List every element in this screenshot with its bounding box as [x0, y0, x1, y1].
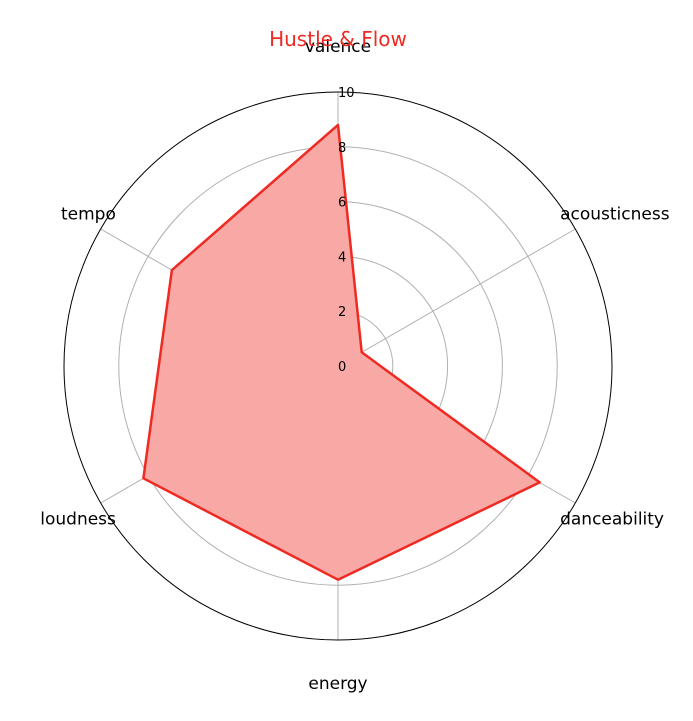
axis-label-energy: energy	[308, 674, 367, 694]
axis-label-danceability: danceability	[560, 510, 664, 530]
r-tick-label: 8	[338, 141, 346, 156]
r-tick-label: 10	[338, 86, 355, 101]
axis-label-acousticness: acousticness	[560, 205, 670, 225]
r-tick-label: 6	[338, 196, 346, 211]
outer-frame	[63, 91, 613, 641]
r-tick-label: 2	[338, 305, 346, 320]
chart-title: Hustle & Flow	[269, 27, 407, 51]
axis-label-loudness: loudness	[40, 510, 116, 530]
spoke-line	[337, 228, 576, 367]
r-tick-label: 0	[338, 360, 346, 375]
series-line	[142, 123, 541, 581]
axis-label-valence: valence	[305, 37, 371, 57]
series-fill	[143, 124, 540, 580]
r-tick-label: 4	[338, 250, 346, 265]
data-layer	[142, 123, 541, 581]
axis-label-tempo: tempo	[61, 205, 116, 225]
label-layer: 0 2 4 6 8 10 valence acousticness danceability en…	[40, 37, 669, 694]
